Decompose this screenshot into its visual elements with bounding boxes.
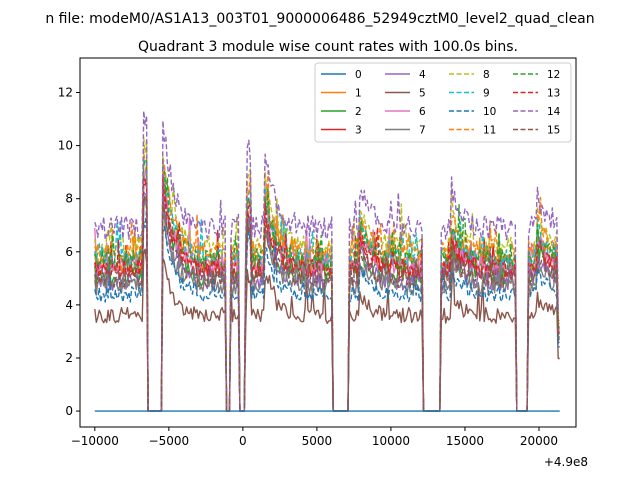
y-tick-label: 2 [65, 351, 73, 365]
y-axis: 0 2 4 6 8 10 12 [58, 86, 80, 418]
y-tick-label: 4 [65, 298, 73, 312]
series-line-12 [94, 158, 560, 412]
y-tick-label: 6 [65, 245, 73, 259]
x-tick-label: −5000 [149, 434, 190, 448]
y-tick-label: 10 [58, 139, 73, 153]
x-axis: −10000 −5000 0 5000 10000 15000 20000 [71, 427, 558, 448]
x-tick-label: 10000 [372, 434, 410, 448]
y-tick-label: 12 [58, 86, 73, 100]
legend-label-2: 2 [355, 106, 362, 118]
legend-label-14: 14 [547, 106, 561, 118]
legend-label-8: 8 [483, 69, 490, 81]
series-line-9 [94, 158, 560, 412]
x-tick-label: 15000 [446, 434, 484, 448]
legend-label-0: 0 [355, 69, 362, 81]
legend-label-11: 11 [483, 125, 496, 137]
legend-label-7: 7 [419, 125, 426, 137]
x-tick-label: −10000 [71, 434, 119, 448]
legend-label-6: 6 [419, 106, 426, 118]
legend-label-10: 10 [483, 106, 496, 118]
y-tick-label: 0 [65, 404, 73, 418]
x-tick-label: 20000 [520, 434, 558, 448]
series-line-10 [94, 208, 560, 412]
axes-frame [79, 57, 577, 428]
x-offset-label: +4.9e8 [544, 455, 588, 469]
x-tick-label: 5000 [302, 434, 333, 448]
series-line-8 [94, 137, 560, 412]
figure-suptitle: n file: modeM0/AS1A13_003T01_9000006486_… [45, 11, 594, 27]
y-tick-label: 8 [65, 192, 73, 206]
legend-label-9: 9 [483, 88, 490, 100]
series-line-14 [94, 110, 560, 412]
legend-label-13: 13 [547, 88, 560, 100]
legend-box [314, 62, 572, 143]
series-line-13 [94, 173, 560, 412]
chart-title: Quadrant 3 module wise count rates with … [138, 39, 518, 55]
legend-label-1: 1 [355, 88, 362, 100]
legend-label-12: 12 [547, 69, 560, 81]
plot-lines [94, 110, 560, 412]
legend-label-4: 4 [419, 69, 426, 81]
series-line-15 [94, 194, 560, 412]
legend-label-15: 15 [547, 125, 560, 137]
series-line-7 [94, 197, 560, 412]
legend-label-3: 3 [355, 125, 362, 137]
legend-label-5: 5 [419, 88, 426, 100]
x-tick-label: 0 [239, 434, 247, 448]
